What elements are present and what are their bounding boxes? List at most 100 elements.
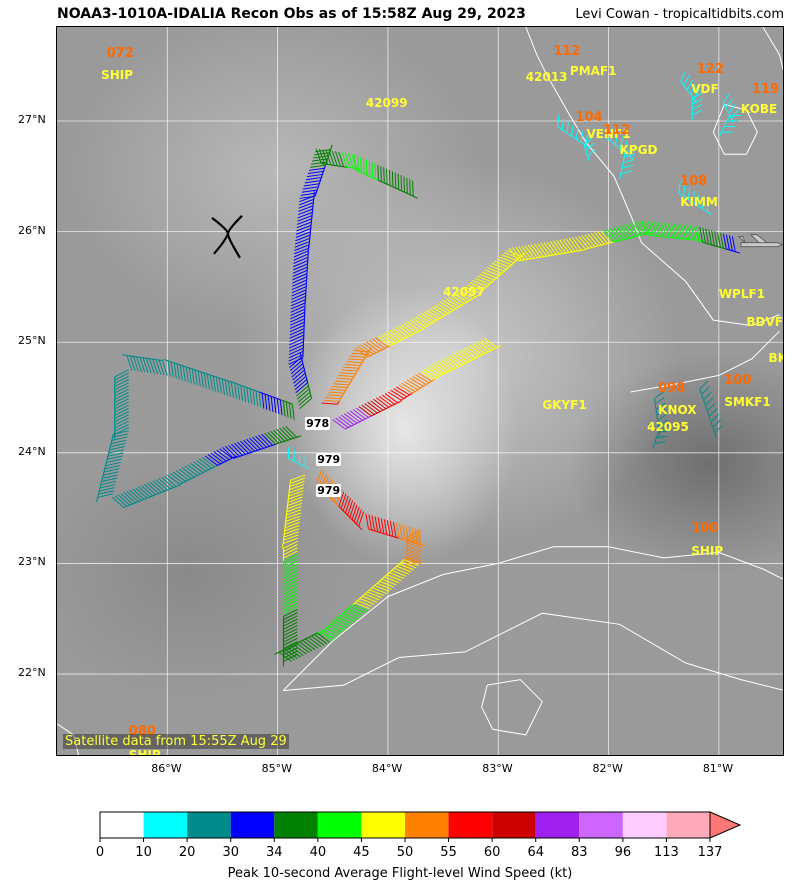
lon-tick-label: 86°W [151,762,182,775]
wind-barb [140,485,154,497]
station-label: SHIP [128,748,161,756]
station-label: VDF [691,82,719,97]
colorbar-bin [666,812,710,838]
wind-barb [285,518,301,526]
wind-barb [167,474,181,485]
wind-barb-flag [619,148,625,153]
wind-barb [344,498,351,514]
wind-barb [305,638,319,649]
wind-barb [369,340,383,351]
wind-barb [295,234,311,242]
wind-barb [348,358,364,361]
wind-barb [106,458,122,464]
wind-barb [515,246,526,261]
wind-barb [285,512,301,519]
colorbar-bin [405,812,449,838]
wind-barb [566,121,569,133]
station-label: PMAF1 [569,63,617,78]
wind-barb [409,179,411,195]
wind-barb [108,449,125,454]
wind-barb [299,398,312,409]
coastline-yucatan-tip [57,723,80,755]
colorbar-tick-label: 55 [440,845,457,860]
wind-barb [283,560,298,569]
wind-barb [298,198,314,206]
wind-barb [722,93,731,103]
wind-barb [511,247,523,261]
wind-barb [289,360,303,372]
wind-barb [714,424,723,434]
wind-barb [227,380,231,397]
wind-barb [374,585,390,592]
wind-barb [443,358,457,369]
peak-speed-label: 112 [603,123,631,139]
wind-barb [198,458,213,469]
wind-barb [291,282,307,290]
wind-barb [683,224,690,240]
wind-barb [638,221,650,234]
wind-barb [345,610,360,618]
wind-barb [625,224,637,237]
wind-barb [477,275,493,283]
wind-barb [415,374,430,384]
wind-barb [291,286,307,294]
wind-barb [270,430,283,443]
wind-barb [349,410,364,421]
colorbar-tick-label: 50 [397,845,414,860]
wind-barb [714,231,718,247]
wind-barb [283,644,298,653]
wind-barb [673,223,681,239]
colorbar-tick-label: 40 [310,845,327,860]
wind-barb [431,306,446,316]
wind-barb [283,573,298,582]
coastline-florida-west-coast [525,27,780,327]
wind-barb [126,355,133,371]
lat-tick-label: 23°N [18,555,46,569]
wind-barb [431,363,445,375]
wind-barb [654,397,665,405]
peak-speed-label: 072 [106,45,134,61]
wind-barb [252,389,256,406]
wind-barb [658,424,669,432]
wind-barb-flag [656,414,659,420]
colorbar-tick-label: 10 [135,845,152,860]
wind-barb [286,506,302,513]
wind-barb-flag [587,156,590,162]
wind-barb [386,331,400,342]
wind-barb [353,350,369,353]
wind-barb [293,247,309,255]
wind-barb [489,264,505,272]
wind-barb-flag [475,293,481,298]
wind-barb [650,221,658,237]
wind-barb [371,338,386,349]
wind-barb-flag [581,249,587,251]
wind-barb [293,260,308,268]
wind-barb [395,522,400,539]
wind-barb-flag [121,354,128,356]
wind-barb [283,534,299,541]
wind-barb [391,171,394,187]
wind-barb-flag [610,140,615,145]
wind-barb [296,385,309,397]
wind-barb [344,152,351,168]
wind-barb [285,401,289,418]
wind-barb [383,167,385,184]
wind-barb [469,345,483,356]
wind-barb [340,615,356,622]
wind-barb [206,373,210,390]
wind-barb-flag [687,198,693,203]
wind-barb [358,406,372,417]
wind-barb-flag [282,543,284,549]
wind-barb [283,566,298,575]
wind-barb [110,442,126,448]
wind-barb-flag [721,126,725,132]
wind-barb [406,543,422,551]
wind-barb [285,515,301,522]
wind-barb [386,520,391,536]
wind-barb [449,355,463,366]
wind-barb [290,302,306,310]
wind-barb [481,339,495,350]
wind-barb [276,398,280,415]
colorbar-bin [535,812,580,838]
wind-barb-flag [583,145,587,151]
